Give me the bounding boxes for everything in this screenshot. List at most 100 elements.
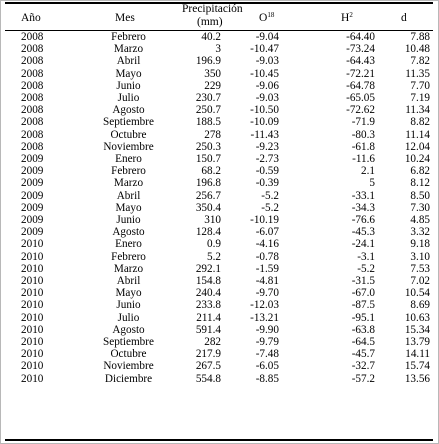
cell-precipitation: 350.4 bbox=[195, 201, 221, 214]
cell-precipitation: 3 bbox=[215, 43, 221, 56]
cell-d: 13.79 bbox=[404, 336, 430, 348]
cell-precipitation: 240.4 bbox=[195, 287, 221, 300]
cell-h2: -11.6 bbox=[352, 153, 375, 165]
table-row: 2010 Noviembre 267.5 -6.05 -32.7 15.74 bbox=[1, 360, 438, 372]
cell-h2: -76.6 bbox=[351, 214, 375, 226]
cell-month: Mayo bbox=[115, 287, 142, 300]
cell-month: Septiembre bbox=[103, 336, 154, 348]
cell-o18: -10.50 bbox=[250, 104, 279, 117]
cell-year: 2010 bbox=[21, 262, 44, 275]
cell-year: 2009 bbox=[21, 189, 44, 202]
table-row: 2008 Julio 230.7 -9.03 -65.05 7.19 bbox=[1, 92, 438, 104]
cell-year: 2009 bbox=[21, 214, 44, 226]
cell-o18: -9.90 bbox=[255, 323, 279, 336]
cell-month: Abril bbox=[116, 189, 141, 202]
cell-precipitation: 217.9 bbox=[195, 348, 221, 361]
cell-d: 7.88 bbox=[410, 31, 430, 43]
table-row: 2008 Febrero 40.2 -9.04 -64.40 7.88 bbox=[1, 31, 438, 43]
cell-d: 7.02 bbox=[410, 275, 430, 287]
cell-year: 2010 bbox=[21, 360, 44, 373]
cell-precipitation: 5.2 bbox=[207, 250, 221, 263]
cell-h2: -64.43 bbox=[346, 55, 375, 68]
cell-precipitation: 211.4 bbox=[196, 311, 221, 324]
cell-o18: -10.47 bbox=[250, 43, 279, 56]
cell-d: 4.85 bbox=[410, 214, 430, 226]
cell-month: Mayo bbox=[115, 67, 142, 80]
table-row: 2008 Junio 229 -9.06 -64.78 7.70 bbox=[1, 80, 438, 92]
cell-d: 6.82 bbox=[410, 165, 430, 178]
cell-year: 2008 bbox=[21, 104, 44, 117]
cell-month: Agosto bbox=[112, 226, 145, 239]
cell-year: 2010 bbox=[21, 323, 44, 336]
cell-month: Diciembre bbox=[104, 372, 153, 385]
cell-precipitation: 233.8 bbox=[195, 299, 221, 312]
cell-d: 13.56 bbox=[404, 372, 430, 385]
cell-precipitation: 196.8 bbox=[195, 177, 221, 190]
cell-d: 10.24 bbox=[404, 153, 430, 165]
table-row: 2010 Septiembre 282 -9.79 -64.5 13.79 bbox=[1, 336, 438, 348]
header-h2-base: H bbox=[341, 12, 350, 24]
cell-d: 7.82 bbox=[410, 55, 430, 68]
table-row: 2008 Mayo 350 -10.45 -72.21 11.35 bbox=[1, 68, 438, 80]
cell-h2: -95.1 bbox=[351, 311, 375, 324]
cell-o18: -9.03 bbox=[255, 55, 279, 68]
cell-h2: -45.7 bbox=[351, 348, 375, 361]
cell-month: Marzo bbox=[113, 177, 144, 190]
cell-precipitation: 128.4 bbox=[195, 226, 221, 239]
cell-h2: -63.8 bbox=[351, 323, 375, 336]
table-row: 2010 Enero 0.9 -4.16 -24.1 9.18 bbox=[1, 238, 438, 250]
header-o18-base: O bbox=[259, 12, 268, 24]
cell-precipitation: 150.7 bbox=[195, 153, 221, 165]
table-row: 2010 Febrero 5.2 -0.78 -3.1 3.10 bbox=[1, 251, 438, 263]
table-row: 2009 Enero 150.7 -2.73 -11.6 10.24 bbox=[1, 153, 438, 165]
cell-year: 2008 bbox=[21, 128, 44, 141]
cell-month: Octubre bbox=[110, 348, 147, 361]
cell-h2: -64.5 bbox=[351, 336, 375, 348]
table-row: 2009 Agosto 128.4 -6.07 -45.3 3.32 bbox=[1, 226, 438, 238]
cell-precipitation: 250.3 bbox=[195, 140, 221, 153]
cell-o18: -0.78 bbox=[255, 250, 279, 263]
cell-year: 2008 bbox=[21, 67, 44, 80]
cell-year: 2010 bbox=[21, 336, 44, 348]
cell-o18: -9.79 bbox=[255, 336, 279, 348]
cell-precipitation: 256.7 bbox=[195, 189, 221, 202]
cell-year: 2008 bbox=[21, 31, 44, 43]
cell-month: Enero bbox=[115, 238, 142, 251]
cell-year: 2010 bbox=[21, 250, 44, 263]
cell-d: 14.11 bbox=[405, 348, 430, 361]
table-row: 2010 Junio 233.8 -12.03 -87.5 8.69 bbox=[1, 299, 438, 311]
cell-year: 2008 bbox=[21, 55, 44, 68]
cell-d: 7.19 bbox=[410, 92, 430, 104]
table-row: 2010 Julio 211.4 -13.21 -95.1 10.63 bbox=[1, 312, 438, 324]
cell-month: Junio bbox=[116, 214, 141, 226]
cell-h2: -72.21 bbox=[346, 67, 375, 80]
cell-precipitation: 267.5 bbox=[195, 360, 221, 373]
cell-h2: -3.1 bbox=[357, 250, 375, 263]
cell-precipitation: 591.4 bbox=[195, 323, 221, 336]
header-d: d bbox=[401, 12, 407, 24]
table-row: 2010 Agosto 591.4 -9.90 -63.8 15.34 bbox=[1, 324, 438, 336]
header-year: Año bbox=[21, 12, 41, 24]
cell-year: 2010 bbox=[21, 287, 44, 300]
cell-precipitation: 196.9 bbox=[195, 55, 221, 68]
cell-precipitation: 68.2 bbox=[201, 165, 221, 178]
cell-o18: -9.03 bbox=[255, 92, 279, 104]
cell-year: 2010 bbox=[21, 238, 44, 251]
header-o18-sup: 18 bbox=[267, 11, 275, 19]
cell-month: Agosto bbox=[112, 323, 145, 336]
table-row: 2010 Octubre 217.9 -7.48 -45.7 14.11 bbox=[1, 348, 438, 360]
table-row: 2008 Marzo 3 -10.47 -73.24 10.48 bbox=[1, 43, 438, 55]
cell-d: 10.63 bbox=[404, 311, 430, 324]
cell-month: Junio bbox=[116, 79, 141, 92]
cell-year: 2008 bbox=[21, 116, 44, 129]
cell-h2: -87.5 bbox=[351, 299, 375, 312]
cell-month: Junio bbox=[116, 299, 141, 312]
cell-month: Marzo bbox=[113, 43, 144, 56]
cell-o18: -9.04 bbox=[255, 31, 279, 43]
cell-h2: -65.05 bbox=[346, 92, 375, 104]
cell-month: Febrero bbox=[111, 31, 146, 43]
cell-o18: -5.2 bbox=[261, 189, 279, 202]
table-row: 2008 Agosto 250.7 -10.50 -72.62 11.34 bbox=[1, 104, 438, 116]
cell-d: 8.50 bbox=[410, 189, 430, 202]
cell-d: 8.69 bbox=[410, 299, 430, 312]
